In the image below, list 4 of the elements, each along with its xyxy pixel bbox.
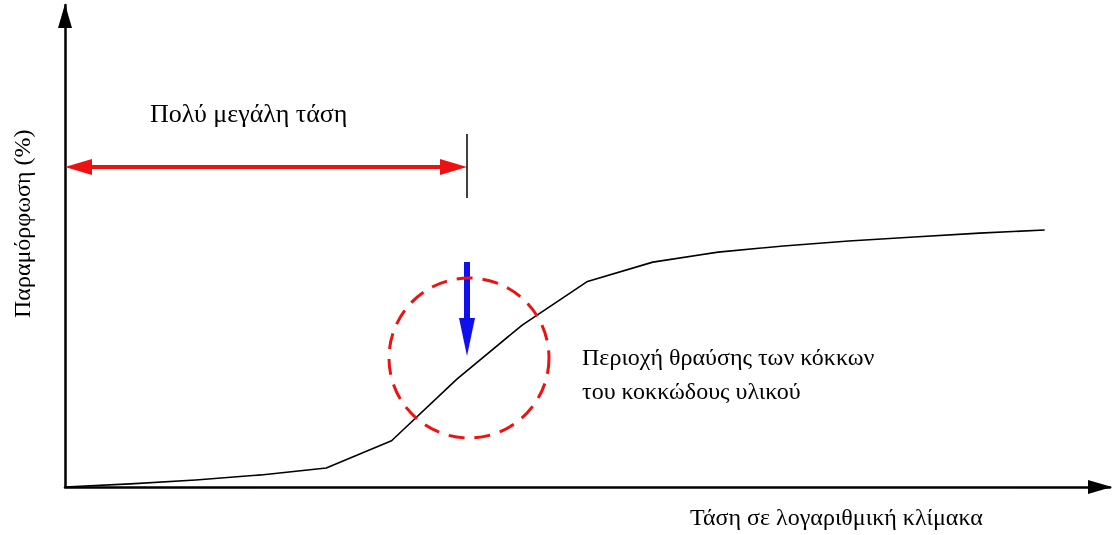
annotation: Περιοχή θραύσης των κόκκων του κοκκώδους υλικού [582, 344, 875, 404]
x-axis-title: Τάση σε λογαριθμική κλίμακα [690, 504, 984, 530]
text: Πολύ μεγάλη τάση [150, 98, 348, 128]
y-axis-title: Παραμόρφωση (%) [9, 129, 35, 318]
